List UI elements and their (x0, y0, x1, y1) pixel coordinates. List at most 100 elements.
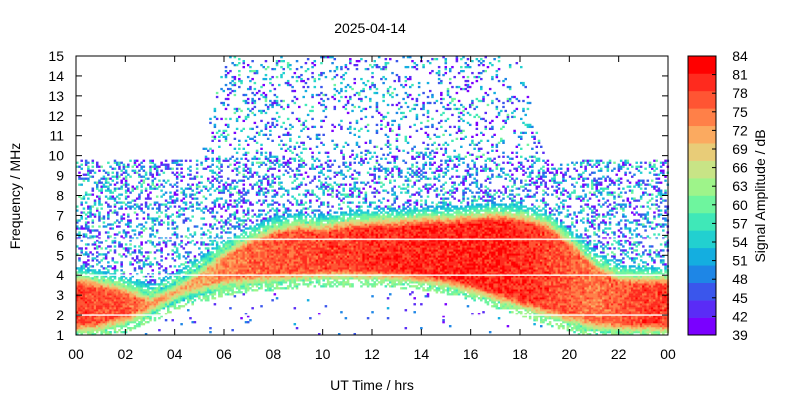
heatmap-cell (167, 179, 170, 182)
heatmap-cell (100, 293, 103, 296)
heatmap-cell (76, 297, 79, 300)
heatmap-cell (271, 189, 274, 192)
heatmap-cell (275, 175, 279, 178)
heatmap-cell (124, 169, 128, 172)
heatmap-cell (220, 265, 223, 268)
heatmap-cell (280, 275, 283, 278)
heatmap-cell (269, 81, 272, 85)
heatmap-cell (104, 325, 108, 328)
heatmap-cell (184, 283, 188, 286)
heatmap-cell (218, 263, 221, 266)
heatmap-cell (178, 255, 181, 258)
heatmap-cell (260, 271, 263, 274)
heatmap-cell (107, 289, 110, 292)
heatmap-cell (253, 237, 257, 240)
heatmap-cell (238, 107, 241, 111)
heatmap-cell (295, 233, 299, 236)
heatmap-cell (195, 191, 199, 194)
heatmap-cell (298, 233, 301, 236)
heatmap-cell (198, 279, 201, 282)
heatmap-cell (184, 187, 188, 190)
heatmap-cell (93, 201, 97, 204)
heatmap-cell (78, 275, 81, 278)
heatmap-cell (115, 219, 119, 222)
heatmap-cell (138, 317, 141, 320)
heatmap-cell (160, 303, 163, 306)
heatmap-cell (235, 285, 239, 288)
heatmap-cell (193, 259, 197, 262)
heatmap-cell (104, 323, 108, 326)
heatmap-cell (244, 153, 248, 156)
heatmap-cell (291, 75, 294, 79)
heatmap-cell (289, 253, 292, 256)
heatmap-cell (293, 251, 297, 254)
heatmap-cell (238, 239, 241, 242)
heatmap-cell (244, 165, 248, 168)
heatmap-cell (286, 287, 290, 290)
heatmap-cell (184, 193, 188, 196)
heatmap-cell (317, 235, 321, 238)
heatmap-cell (251, 243, 254, 246)
heatmap-cell (233, 179, 237, 182)
heatmap-cell (218, 171, 221, 174)
heatmap-cell (115, 281, 119, 284)
heatmap-cell (291, 227, 294, 230)
heatmap-cell (246, 115, 250, 119)
heatmap-cell (209, 267, 212, 270)
heatmap-cell (315, 227, 319, 230)
heatmap-cell (311, 211, 314, 214)
heatmap-cell (173, 245, 177, 248)
heatmap-cell (280, 125, 283, 129)
heatmap-cell (202, 243, 206, 246)
heatmap-cell (320, 229, 323, 232)
heatmap-cell (204, 273, 208, 276)
heatmap-cell (162, 295, 166, 298)
heatmap-cell (275, 225, 279, 228)
heatmap-cell (275, 235, 279, 238)
heatmap-cell (153, 203, 157, 206)
heatmap-cell (317, 229, 321, 232)
heatmap-cell (293, 249, 297, 252)
heatmap-cell (298, 273, 301, 276)
heatmap-cell (235, 199, 239, 202)
heatmap-cell (306, 189, 310, 192)
heatmap-cell (253, 157, 257, 160)
heatmap-cell (258, 133, 261, 137)
heatmap-cell (142, 285, 146, 288)
heatmap-cell (242, 147, 246, 150)
heatmap-cell (260, 273, 263, 276)
heatmap-cell (313, 193, 317, 196)
heatmap-cell (100, 259, 103, 262)
heatmap-cell (144, 293, 148, 296)
heatmap-cell (246, 243, 250, 246)
heatmap-cell (231, 283, 234, 286)
heatmap-cell (246, 171, 250, 174)
heatmap-cell (280, 259, 283, 262)
heatmap-cell (280, 263, 283, 266)
heatmap-cell (209, 223, 212, 226)
heatmap-cell (171, 249, 174, 252)
heatmap-cell (84, 201, 88, 204)
heatmap-cell (171, 167, 174, 170)
heatmap-cell (195, 163, 199, 166)
heatmap-cell (226, 203, 230, 206)
heatmap-cell (271, 247, 274, 250)
heatmap-cell (204, 167, 208, 170)
heatmap-cell (147, 285, 150, 288)
heatmap-cell (135, 213, 139, 216)
heatmap-cell (87, 307, 90, 310)
heatmap-cell (306, 229, 310, 232)
heatmap-cell (204, 233, 208, 236)
heatmap-cell (178, 243, 181, 246)
heatmap-cell (211, 253, 214, 256)
heatmap-cell (202, 285, 206, 288)
heatmap-cell (84, 307, 88, 310)
heatmap-cell (162, 287, 166, 290)
heatmap-cell (151, 295, 154, 298)
heatmap-cell (278, 261, 281, 264)
heatmap-cell (113, 313, 117, 316)
heatmap-cell (282, 193, 285, 196)
heatmap-cell (300, 237, 303, 240)
heatmap-cell (191, 285, 194, 288)
heatmap-cell (304, 163, 308, 166)
